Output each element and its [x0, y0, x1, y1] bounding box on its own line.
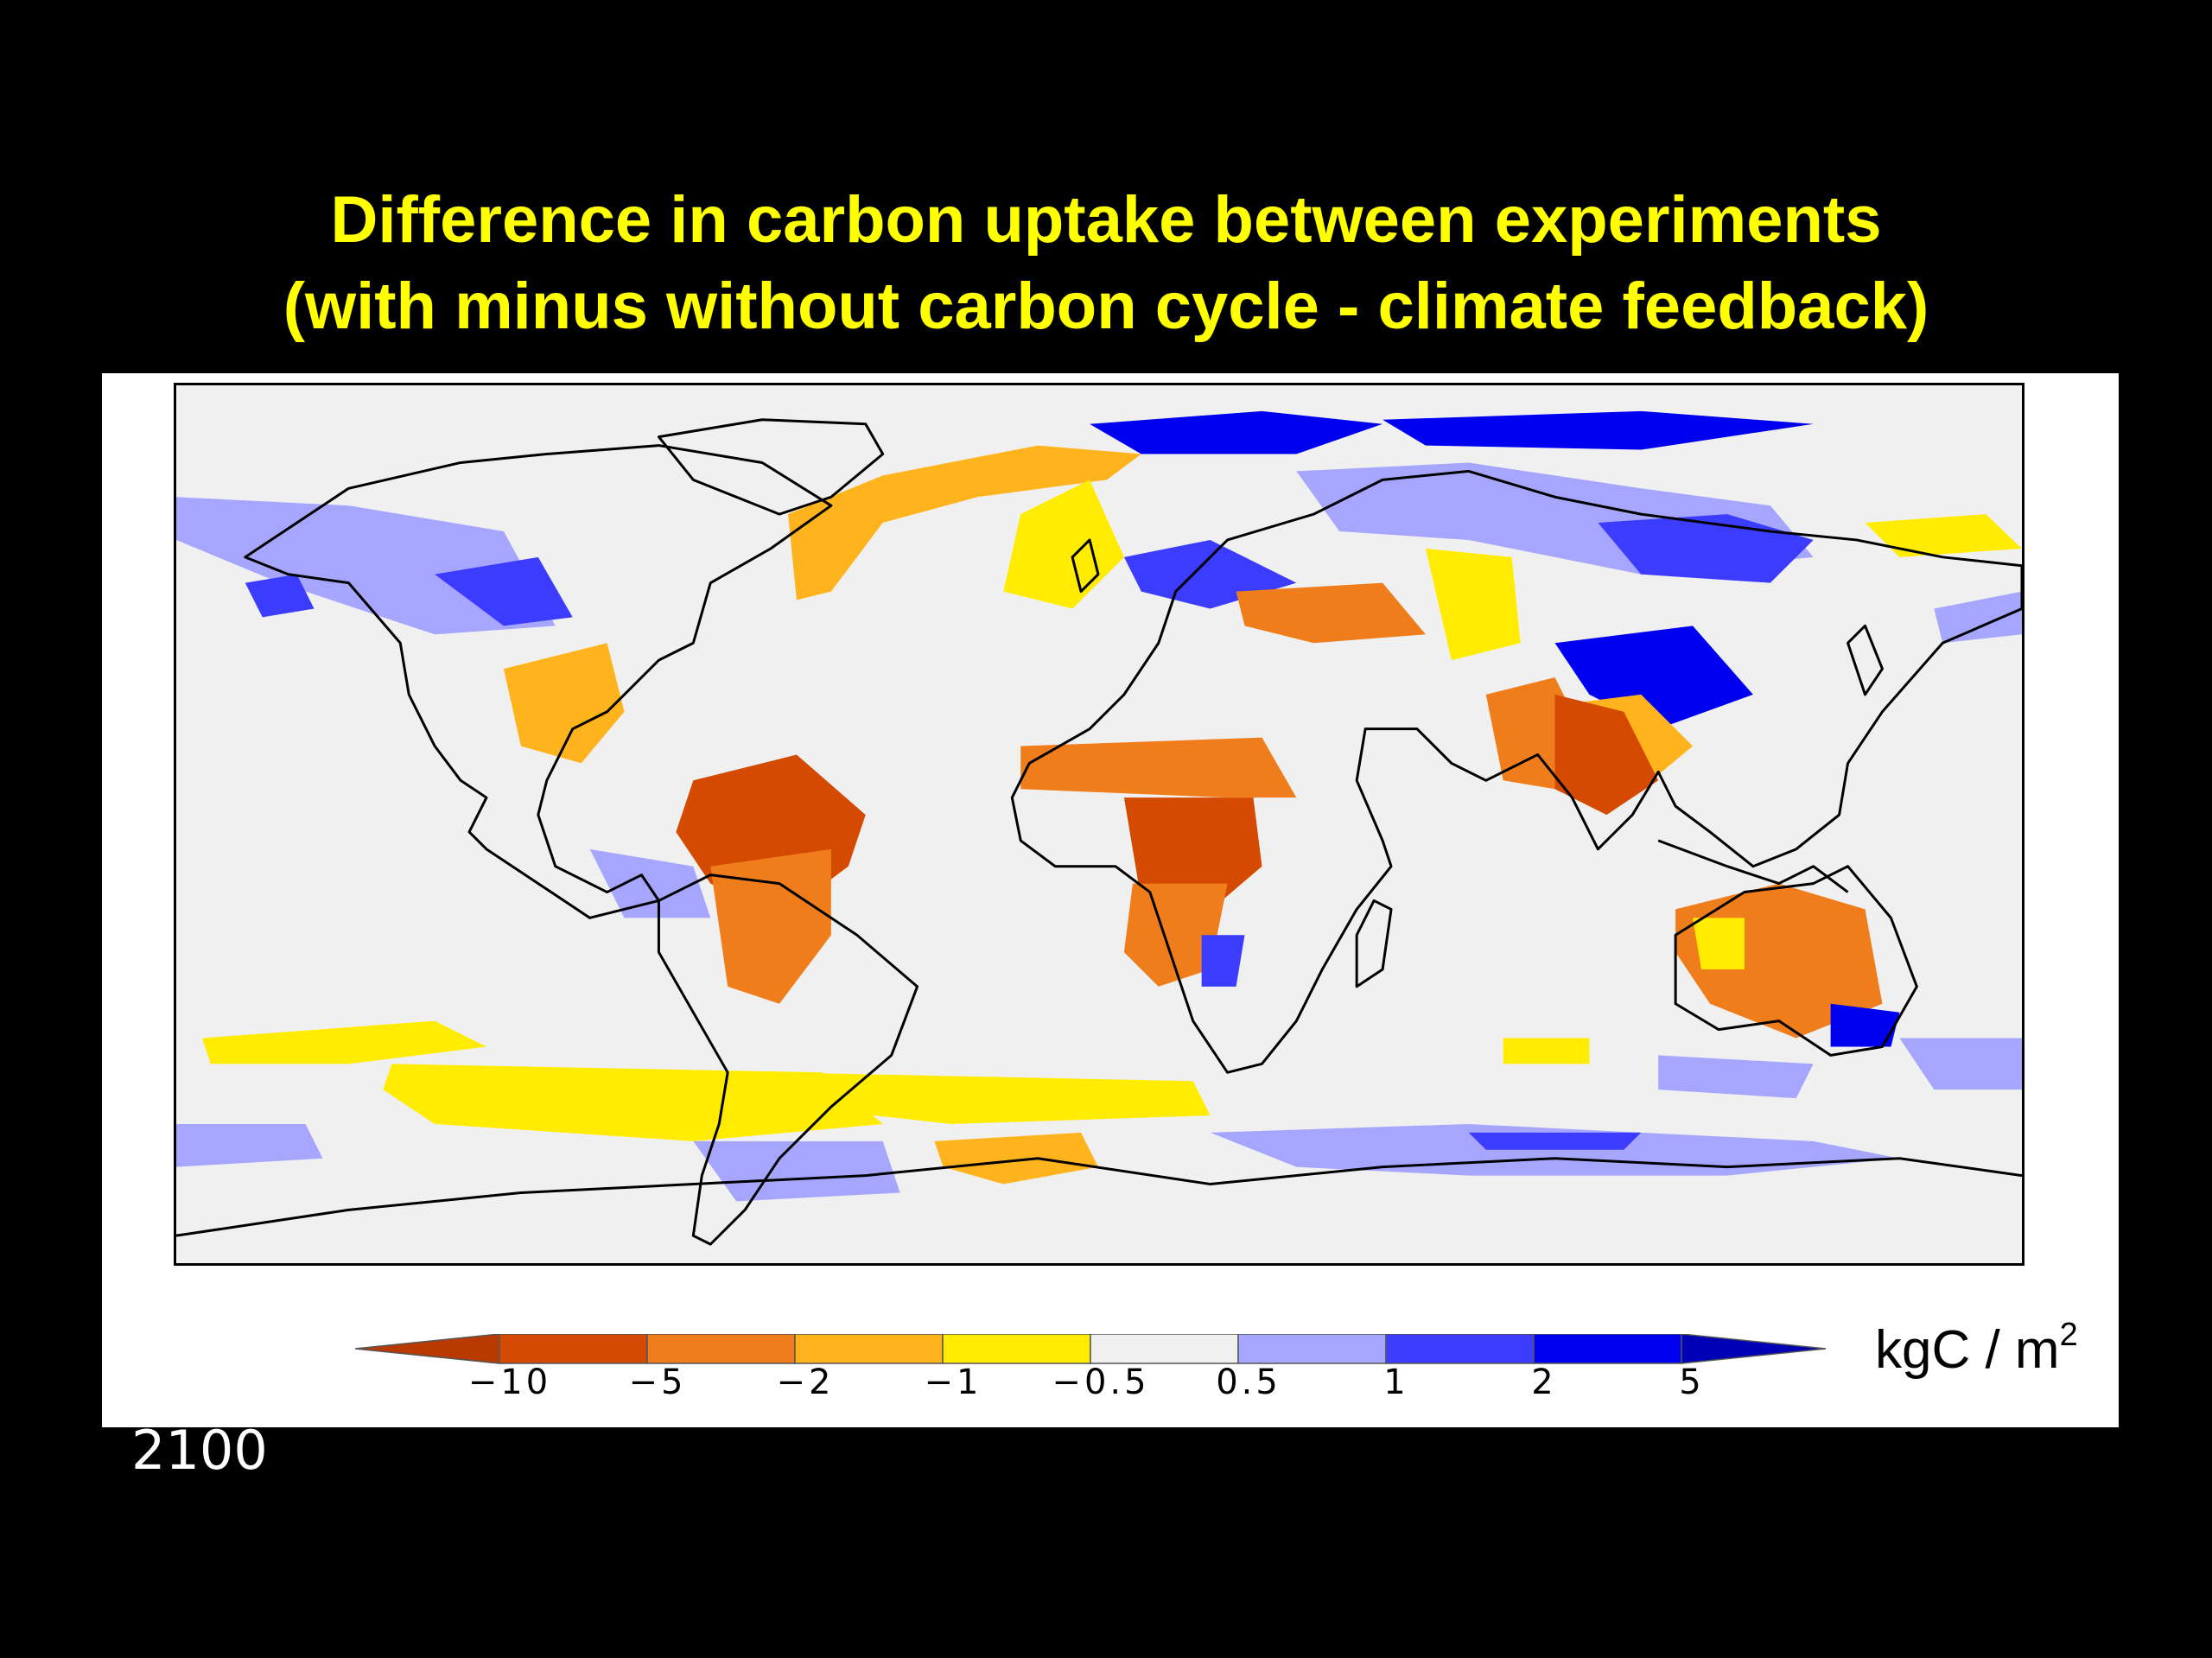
anomaly-patch-36	[1503, 1038, 1590, 1064]
anomaly-patch-17	[1554, 694, 1659, 816]
madagascar-coast	[1355, 899, 1393, 988]
anomaly-patch-14	[1554, 626, 1753, 729]
colorbar-bin-10	[1681, 1334, 1827, 1364]
japan-coast	[1847, 624, 1884, 696]
colorbar-tick-6: 0.5	[1216, 1363, 1281, 1402]
anomaly-patch-40	[1934, 591, 2022, 644]
title-line-1: Difference in carbon uptake between expe…	[330, 183, 1882, 257]
anomaly-patch-13	[245, 574, 315, 618]
unit-superscript: 2	[2059, 1317, 2078, 1353]
anomaly-patch-4	[1382, 410, 1814, 450]
colorbar-bin-2	[499, 1334, 648, 1364]
anomaly-patch-29	[383, 1064, 883, 1141]
anomaly-patch-11	[435, 556, 573, 626]
colorbar-bin-9	[1533, 1334, 1682, 1364]
anomaly-patch-35	[1468, 1132, 1642, 1150]
colorbar-tick-5: −0.5	[1052, 1363, 1150, 1402]
colorbar-tick-4: −1	[924, 1363, 982, 1402]
anomaly-patch-10	[176, 497, 556, 635]
uk-coast	[1071, 538, 1100, 594]
anomaly-patch-33	[693, 1140, 900, 1202]
colorbar-tick-2: −5	[628, 1363, 687, 1402]
colorbar-bin-5	[942, 1334, 1091, 1364]
world-map	[174, 383, 2024, 1266]
anomaly-patch-21	[1020, 737, 1297, 798]
anomaly-patch-39	[1865, 514, 2022, 557]
greenland-coast	[657, 418, 885, 516]
coastlines	[176, 418, 2022, 1246]
colorbar-tick-9: 5	[1679, 1363, 1705, 1402]
europe-africa-coast	[1010, 469, 2022, 1074]
anomaly-patch-28	[201, 1020, 486, 1064]
figure-panel: −10 −5 −2 −1 −0.5 0.5 1 2 5 kgC / m2	[102, 373, 2119, 1427]
unit-text: kgC / m	[1875, 1320, 2060, 1380]
south-america-coast	[657, 873, 919, 1246]
colorbar-tick-1: −10	[467, 1363, 552, 1402]
anomaly-patch-37	[1658, 1055, 1814, 1099]
anomaly-patch-7	[1598, 514, 1814, 583]
colorbar-bin-3	[646, 1334, 796, 1364]
anomaly-patch-9	[1425, 548, 1521, 661]
anomaly-patch-1	[788, 445, 1141, 600]
anomaly-patch-20	[589, 848, 711, 918]
anomaly-patches	[176, 410, 2022, 1202]
anomaly-patch-31	[934, 1132, 1099, 1185]
anomaly-patch-19	[710, 848, 831, 1004]
colorbar-bin-7	[1237, 1334, 1387, 1364]
colorbar-bin-4	[794, 1334, 944, 1364]
colorbar-tick-3: −2	[776, 1363, 835, 1402]
anomaly-patch-32	[176, 1123, 323, 1167]
north-america-coast	[244, 444, 833, 919]
australia-coast	[1674, 865, 1918, 1057]
colorbar-bin-6	[1090, 1334, 1239, 1364]
indonesia-coast	[1657, 839, 1849, 893]
anomaly-patch-3	[1003, 480, 1124, 609]
colorbar-bin-1	[355, 1334, 500, 1364]
year-label: 2100	[131, 1419, 268, 1482]
colorbar-tick-7: 1	[1383, 1363, 1409, 1402]
anomaly-patch-8	[1236, 582, 1426, 644]
anomaly-patch-2	[1090, 410, 1383, 454]
title-line-2: (with minus without carbon cycle - clima…	[283, 270, 1929, 343]
colorbar	[355, 1334, 1949, 1412]
anomaly-patch-26	[1693, 918, 1745, 970]
anomaly-patch-12	[503, 643, 625, 764]
colorbar-bin-8	[1385, 1334, 1535, 1364]
antarctica-coast	[176, 1157, 2022, 1237]
colorbar-tick-8: 2	[1531, 1363, 1557, 1402]
anomaly-patch-27	[1830, 1003, 1900, 1047]
anomaly-patch-30	[779, 1072, 1211, 1124]
anomaly-patch-24	[1201, 935, 1245, 987]
anomaly-patch-38	[1899, 1038, 2022, 1090]
slide-title: Difference in carbon uptake between expe…	[0, 177, 2212, 350]
map-canvas	[176, 410, 2022, 1246]
colorbar-unit: kgC / m2	[1875, 1317, 2078, 1381]
colorbar-graphic	[355, 1334, 1827, 1364]
